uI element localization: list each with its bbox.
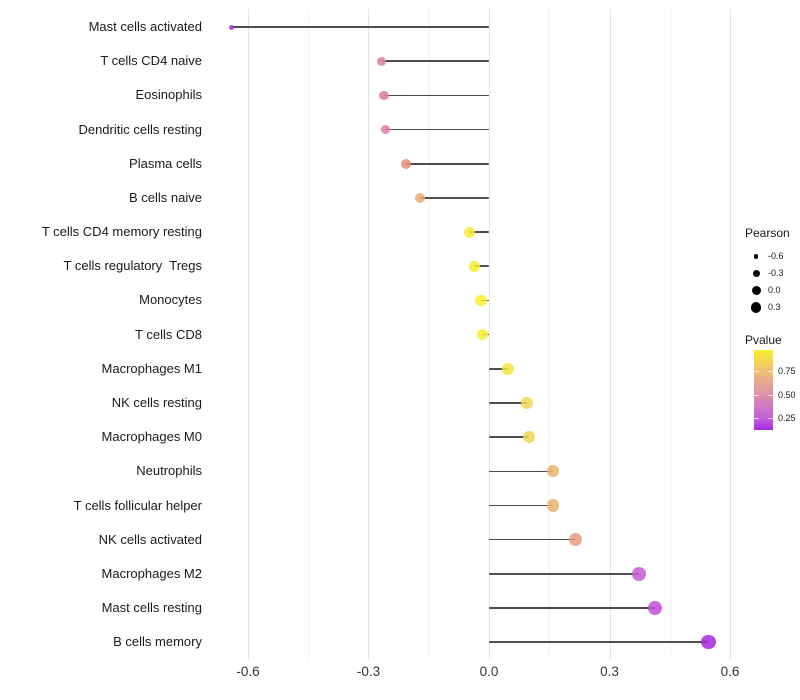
lollipop-stem	[489, 504, 553, 507]
pvalue-tick-mark	[768, 370, 773, 372]
lollipop-stem	[489, 470, 553, 473]
legend-size-item: 0.3	[745, 299, 800, 316]
legend-size-dot	[752, 270, 760, 277]
pvalue-tick-mark	[754, 394, 759, 396]
lollipop-stem	[489, 368, 508, 370]
legend-pvalue: Pvalue 0.75 0.50 0.25	[745, 333, 800, 430]
legend-pearson-title: Pearson	[745, 226, 790, 240]
legend-size-item: -0.3	[745, 265, 800, 282]
category-label: NK cells resting	[111, 394, 202, 410]
lollipop-dot	[546, 499, 560, 512]
category-label: B cells memory	[113, 634, 202, 650]
category-label: Neutrophils	[136, 463, 202, 479]
pvalue-tick-mark	[754, 370, 759, 372]
lollipop-dot	[523, 431, 536, 444]
x-tick-label: 0.3	[600, 664, 619, 679]
legend-size-dot	[750, 302, 762, 313]
lollipop-stem	[489, 538, 576, 541]
lollipop-dot	[468, 260, 480, 272]
gridline-major	[609, 9, 611, 659]
pvalue-tick-mark	[768, 418, 773, 419]
lollipop-stem	[489, 436, 530, 438]
category-label: T cells CD4 memory resting	[41, 224, 202, 240]
category-label: Eosinophils	[135, 87, 203, 103]
lollipop-dot	[400, 158, 411, 169]
lollipop-stem	[489, 607, 655, 609]
category-label: NK cells activated	[98, 531, 202, 547]
lollipop-stem	[419, 197, 489, 199]
lollipop-stem	[384, 94, 489, 97]
legend-pearson-items: -0.6 -0.3 0.0 0.3	[745, 248, 800, 316]
category-label: Macrophages M0	[101, 429, 202, 445]
legend-size-label: -0.6	[768, 251, 784, 261]
x-tick-label: -0.3	[356, 664, 381, 679]
gridline-minor	[549, 9, 551, 659]
pvalue-gradient-bar	[754, 350, 773, 430]
lollipop-stem	[405, 162, 489, 165]
lollipop-dot	[632, 567, 646, 581]
legend-pvalue-title: Pvalue	[745, 333, 782, 347]
gridline-major	[489, 9, 490, 659]
x-tick-label: -0.6	[236, 664, 260, 679]
lollipop-dot	[414, 192, 425, 203]
gridline-major	[368, 9, 370, 659]
legend-size-label: 0.3	[768, 302, 781, 312]
lollipop-dot	[377, 56, 387, 66]
legend-size-dot	[753, 254, 759, 259]
category-label: Monocytes	[139, 292, 202, 308]
pvalue-tick-mark	[754, 418, 759, 419]
category-label: T cells CD4 naive	[100, 53, 202, 69]
legend-size-label: 0.0	[768, 285, 781, 295]
category-label: T cells CD8	[135, 326, 202, 342]
legend-size-item: 0.0	[745, 282, 800, 299]
lollipop-dot	[521, 397, 534, 409]
category-label: T cells follicular helper	[73, 497, 202, 513]
lollipop-dot	[229, 24, 235, 30]
lollipop-dot	[476, 329, 488, 341]
category-label: Mast cells resting	[101, 600, 202, 616]
x-tick-label: 0.6	[720, 664, 740, 679]
gridline-minor	[308, 9, 310, 659]
gridline-minor	[669, 9, 671, 659]
lollipop-dot	[379, 90, 389, 101]
lollipop-stem	[381, 60, 489, 62]
legend-size-item: -0.6	[745, 248, 800, 265]
lollipop-stem	[489, 573, 639, 575]
pvalue-tick-label: 0.25	[778, 413, 796, 423]
gridline-major	[247, 9, 249, 659]
lollipop-dot	[546, 465, 560, 478]
x-tick-label: 0.0	[479, 664, 499, 679]
lollipop-stem	[385, 128, 489, 131]
pvalue-tick-mark	[768, 394, 773, 396]
lollipop-dot	[381, 124, 391, 135]
gridline-minor	[428, 9, 430, 659]
pvalue-tick-label: 0.75	[778, 365, 796, 376]
gridline-major	[730, 9, 732, 659]
category-label: Mast cells activated	[88, 19, 202, 34]
category-label: Macrophages M1	[101, 360, 202, 376]
legend-size-dot	[751, 286, 761, 295]
legend-size-label: -0.3	[768, 268, 784, 278]
lollipop-stem	[469, 231, 489, 233]
lollipop-stem	[489, 402, 528, 404]
category-label: Plasma cells	[129, 155, 202, 171]
category-label: Macrophages M2	[101, 565, 202, 581]
lollipop-dot	[463, 226, 475, 238]
lollipop-dot	[648, 601, 662, 615]
lollipop-dot	[475, 294, 487, 306]
category-label: B cells naive	[129, 189, 202, 205]
category-label: T cells regulatory Tregs	[63, 258, 202, 274]
pvalue-tick-label: 0.50	[778, 389, 796, 400]
lollipop-dot	[502, 363, 514, 375]
legend-pearson: Pearson -0.6 -0.3 0.0 0.3	[745, 226, 800, 316]
category-label: Dendritic cells resting	[78, 121, 202, 137]
lollipop-stem	[231, 26, 489, 28]
lollipop-stem	[489, 641, 709, 644]
lollipop-dot	[701, 634, 716, 650]
lollipop-stem	[474, 265, 489, 268]
lollipop-dot	[569, 533, 583, 547]
